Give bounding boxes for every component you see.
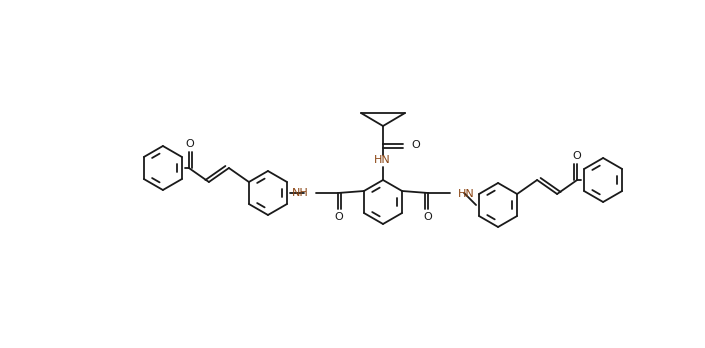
Text: O: O xyxy=(572,151,582,161)
Text: O: O xyxy=(424,212,432,222)
Text: NH: NH xyxy=(292,188,309,198)
Text: O: O xyxy=(335,212,343,222)
Text: O: O xyxy=(411,140,419,150)
Text: O: O xyxy=(185,139,195,149)
Text: HN: HN xyxy=(374,155,391,165)
Text: HN: HN xyxy=(458,189,474,199)
